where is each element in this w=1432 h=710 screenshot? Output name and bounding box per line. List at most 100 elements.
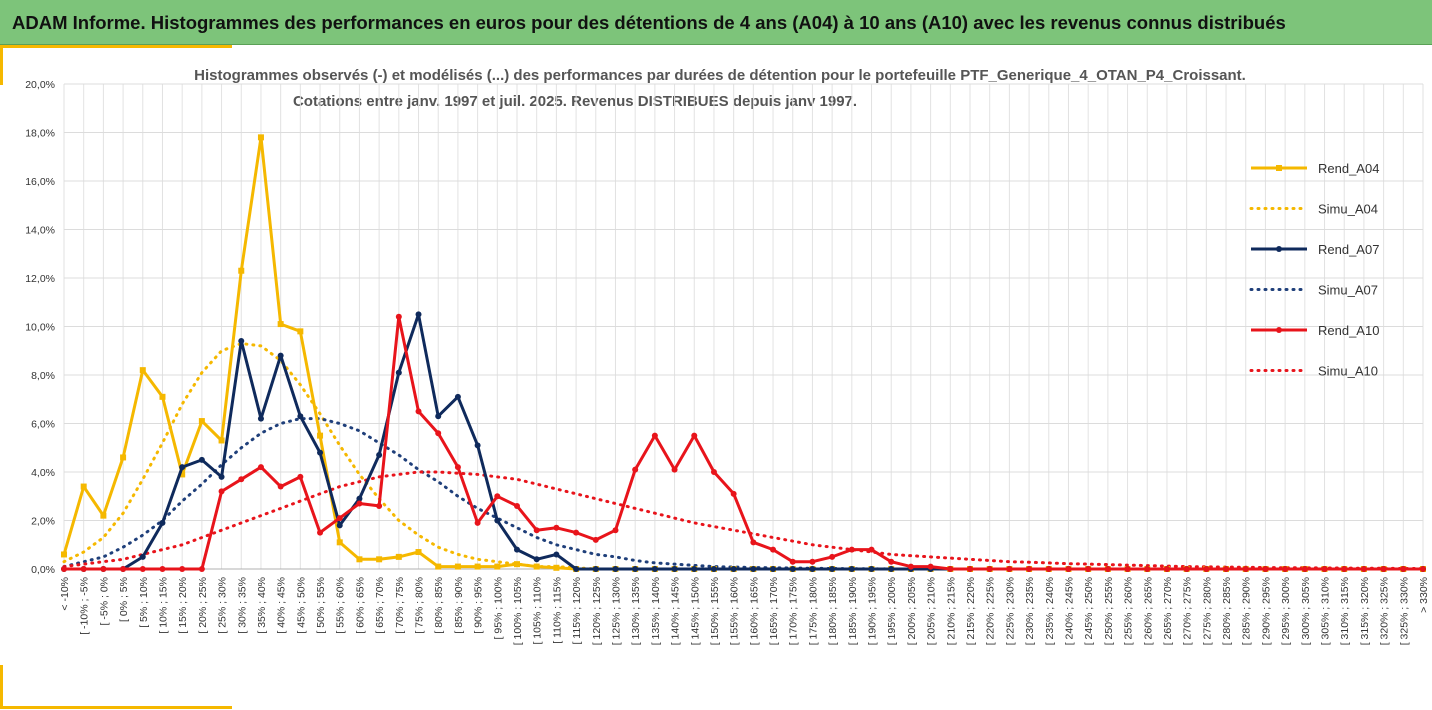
- data-point: [139, 566, 146, 572]
- x-tick-label: [ 60% ; 65%: [354, 577, 366, 634]
- data-point: [514, 546, 520, 553]
- x-tick-label: [ -5% ; 0%: [98, 577, 110, 625]
- data-point: [691, 566, 698, 572]
- data-point: [927, 563, 934, 570]
- y-tick-label: 8,0%: [31, 370, 55, 382]
- x-tick-label: [ 155% ; 160%: [729, 577, 741, 645]
- x-tick-label: [ 275% ; 280%: [1201, 577, 1213, 645]
- data-point: [1104, 566, 1111, 572]
- data-point: [1144, 566, 1151, 572]
- data-point: [553, 524, 560, 531]
- data-point: [553, 551, 560, 558]
- legend-entry-rend-a10: Rend_A10: [1251, 323, 1379, 338]
- data-point: [809, 566, 816, 572]
- legend-entry-simu-a07: Simu_A07: [1249, 283, 1378, 298]
- data-point: [848, 546, 855, 553]
- data-point: [100, 566, 107, 572]
- data-point: [888, 558, 895, 565]
- data-point: [1006, 566, 1013, 572]
- x-tick-label: [ 145% ; 150%: [689, 577, 701, 645]
- data-point: [592, 536, 599, 543]
- data-point: [336, 515, 343, 522]
- legend-entry-rend-a07: Rend_A07: [1251, 242, 1379, 257]
- data-point: [1203, 566, 1210, 572]
- data-point: [218, 437, 225, 444]
- data-point: [277, 483, 284, 490]
- x-tick-label: [ 175% ; 180%: [807, 577, 819, 645]
- data-point: [277, 321, 284, 328]
- x-tick-label: [ 35% ; 40%: [256, 577, 268, 634]
- y-tick-label: 4,0%: [31, 467, 55, 479]
- data-point: [435, 413, 442, 420]
- data-point: [415, 408, 422, 415]
- x-tick-label: [ 140% ; 145%: [670, 577, 682, 645]
- data-point: [632, 466, 639, 473]
- series-line: [62, 470, 1425, 570]
- x-tick-label: [ 30% ; 35%: [236, 577, 248, 634]
- data-point: [395, 369, 402, 376]
- x-tick-label: [ 170% ; 175%: [788, 577, 800, 645]
- data-point: [159, 519, 166, 526]
- data-point: [573, 529, 580, 536]
- data-point: [238, 476, 245, 483]
- data-point: [632, 566, 639, 572]
- x-tick-label: [ 165% ; 170%: [768, 577, 780, 645]
- x-tick-label: [ 185% ; 190%: [847, 577, 859, 645]
- data-point: [789, 558, 796, 565]
- x-tick-label: [ 0% ; 5%: [118, 577, 130, 622]
- data-point: [789, 566, 796, 572]
- data-point: [514, 561, 520, 568]
- data-point: [435, 563, 442, 570]
- data-point: [770, 546, 777, 553]
- x-tick-label: [ 135% ; 140%: [650, 577, 662, 645]
- data-point: [238, 338, 245, 345]
- data-point: [356, 495, 363, 502]
- x-tick-label: [ 200% ; 205%: [906, 577, 918, 645]
- data-point: [139, 553, 146, 560]
- x-tick-label: [ 100% ; 105%: [512, 577, 524, 645]
- data-point: [257, 134, 264, 141]
- legend: Rend_A04 Simu_A04 Rend_A07 Simu_A07 Rend_A10…: [1249, 161, 1379, 379]
- data-point: [553, 564, 560, 571]
- series-line: [62, 135, 1423, 571]
- data-point: [592, 566, 599, 572]
- data-point: [1085, 566, 1092, 572]
- legend-entry-rend-a04: Rend_A04: [1251, 161, 1379, 176]
- data-point: [317, 432, 324, 439]
- data-point: [1400, 566, 1407, 572]
- data-point: [671, 466, 678, 473]
- legend-entry-simu-a10: Simu_A10: [1249, 364, 1378, 379]
- x-tick-label: [ 215% ; 220%: [965, 577, 977, 645]
- data-point: [198, 566, 205, 572]
- data-point: [317, 529, 324, 536]
- data-point: [179, 464, 186, 471]
- data-point: [888, 566, 895, 572]
- data-point: [395, 553, 402, 560]
- series-line: [62, 417, 1425, 571]
- data-point: [1282, 566, 1289, 572]
- data-point: [651, 432, 658, 439]
- x-tick-label: [ 225% ; 230%: [1004, 577, 1016, 645]
- x-tick-label: [ 280% ; 285%: [1221, 577, 1233, 645]
- data-point: [1026, 566, 1033, 572]
- data-point: [907, 563, 914, 570]
- grid: [63, 83, 1424, 570]
- data-point: [1301, 566, 1308, 572]
- x-tick-label: [ 235% ; 240%: [1044, 577, 1056, 645]
- x-tick-label: [ 130% ; 135%: [630, 577, 642, 645]
- x-tick-label: [ 105% ; 110%: [532, 577, 544, 645]
- y-tick-label: 14,0%: [25, 225, 55, 237]
- chart-svg: Histogrammes observés (-) et modélisés (…: [25, 67, 1430, 645]
- y-tick-label: 16,0%: [25, 176, 55, 188]
- x-tick-label: [ 45% ; 50%: [295, 577, 307, 634]
- data-point: [179, 471, 186, 478]
- data-point: [730, 490, 737, 497]
- x-tick-label: [ 150% ; 155%: [709, 577, 721, 645]
- x-tick-label: [ 70% ; 75%: [394, 577, 406, 634]
- legend-label: Rend_A10: [1318, 323, 1379, 338]
- x-tick-label: [ 10% ; 15%: [157, 577, 169, 634]
- data-point: [100, 512, 107, 519]
- x-tick-label: [ 315% ; 320%: [1359, 577, 1371, 645]
- data-point: [1321, 566, 1328, 572]
- x-tick-label: [ 55% ; 60%: [335, 577, 347, 634]
